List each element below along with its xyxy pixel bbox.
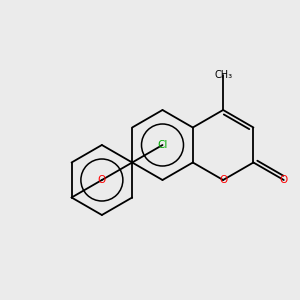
Text: O: O	[219, 175, 227, 185]
Text: O: O	[280, 175, 288, 185]
Text: CH₃: CH₃	[214, 70, 232, 80]
Text: O: O	[98, 175, 106, 185]
Text: Cl: Cl	[157, 140, 168, 150]
